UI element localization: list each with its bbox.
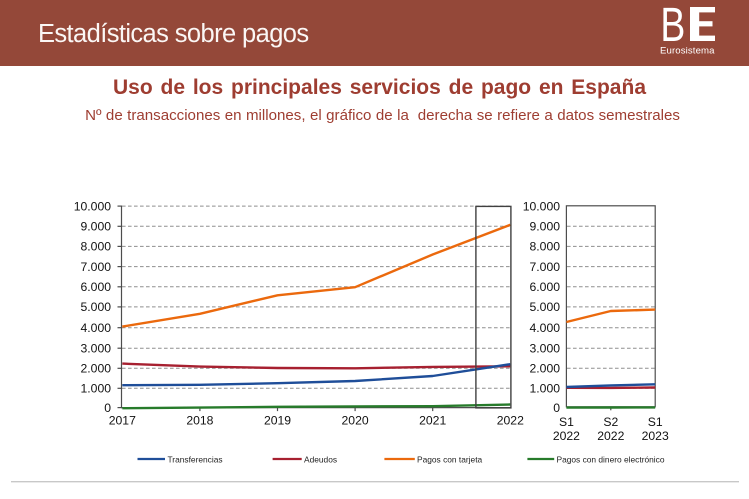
svg-text:2.000: 2.000 [81,362,112,376]
svg-text:1.000: 1.000 [81,382,112,396]
svg-text:0: 0 [104,401,111,415]
svg-text:6.000: 6.000 [81,280,112,294]
svg-text:10.000: 10.000 [74,199,111,213]
svg-text:Adeudos: Adeudos [304,455,337,465]
svg-text:Pagos con tarjeta: Pagos con tarjeta [417,455,483,465]
svg-text:2022: 2022 [597,429,624,443]
svg-text:7.000: 7.000 [81,260,112,274]
svg-text:5.000: 5.000 [530,300,561,314]
svg-text:2022: 2022 [553,429,580,443]
svg-text:2.000: 2.000 [530,362,561,376]
svg-text:8.000: 8.000 [81,240,112,254]
svg-text:5.000: 5.000 [81,300,112,314]
svg-text:9.000: 9.000 [530,220,561,234]
svg-text:3.000: 3.000 [81,342,112,356]
svg-text:Pagos con dinero electrónico: Pagos con dinero electrónico [557,455,665,465]
svg-text:2022: 2022 [497,414,524,428]
svg-text:Eurosistema: Eurosistema [660,46,715,57]
svg-text:2021: 2021 [419,414,446,428]
svg-text:B: B [660,0,685,52]
svg-text:2020: 2020 [342,414,369,428]
svg-text:S1: S1 [648,415,663,429]
svg-text:Transferencias: Transferencias [168,455,223,465]
svg-text:4.000: 4.000 [81,321,112,335]
svg-text:0: 0 [553,401,560,415]
svg-text:S1: S1 [559,415,574,429]
svg-text:2023: 2023 [642,429,669,443]
svg-text:2018: 2018 [186,414,213,428]
svg-text:4.000: 4.000 [530,321,561,335]
svg-text:8.000: 8.000 [530,240,561,254]
svg-text:9.000: 9.000 [81,220,112,234]
svg-text:1.000: 1.000 [530,382,561,396]
svg-text:10.000: 10.000 [523,199,560,213]
svg-text:6.000: 6.000 [530,280,561,294]
svg-text:7.000: 7.000 [530,260,561,274]
svg-text:2019: 2019 [264,414,291,428]
svg-text:3.000: 3.000 [530,342,561,356]
svg-text:S2: S2 [603,415,618,429]
svg-text:2017: 2017 [109,414,136,428]
